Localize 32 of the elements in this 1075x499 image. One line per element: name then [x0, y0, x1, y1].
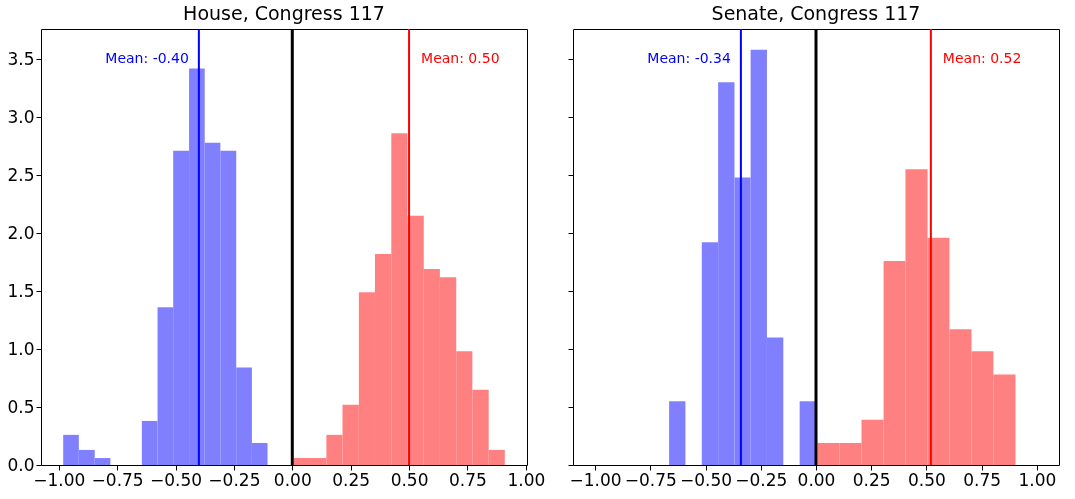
y-tick-label: 1.0 [7, 338, 35, 359]
y-tick-label: 2.5 [7, 164, 35, 185]
x-tick-label: −1.00 [33, 469, 86, 490]
x-tick-label: −0.50 [149, 469, 203, 490]
x-tick-label: 0.25 [852, 469, 891, 490]
x-tick-label: −0.50 [679, 469, 733, 490]
y-tick-label: 0.5 [7, 396, 35, 417]
x-tick-label: 0.50 [390, 469, 429, 490]
x-tick-label: 0.50 [908, 469, 946, 490]
y-tick-label: 1.5 [7, 280, 35, 301]
x-tick-label: −0.25 [735, 469, 788, 490]
x-tick-label: −0.75 [624, 469, 677, 490]
x-tick-label: 1.00 [1018, 469, 1057, 490]
ref-line-label: Mean: -0.40 [105, 50, 189, 66]
y-tick-label: 0.0 [7, 454, 35, 475]
x-tick-label: 1.00 [507, 469, 546, 490]
y-tick-label: 3.0 [7, 106, 35, 127]
x-tick-label: 0.25 [332, 469, 371, 490]
chart-title: House, Congress 117 [183, 1, 385, 24]
x-tick-label: −0.75 [91, 469, 144, 490]
y-tick-label: 2.0 [7, 222, 35, 243]
ref-line-label: Mean: 0.52 [942, 50, 1022, 66]
x-tick-label: −1.00 [569, 469, 622, 490]
x-tick-label: 0.00 [273, 469, 312, 490]
x-tick-label: −0.25 [208, 469, 261, 490]
chart-title: Senate, Congress 117 [711, 1, 921, 24]
y-tick-label: 3.5 [7, 48, 35, 69]
ref-line-label: Mean: -0.34 [647, 50, 731, 66]
ref-line-label: Mean: 0.50 [421, 50, 500, 66]
x-tick-label: 0.75 [963, 469, 1002, 490]
x-tick-label: 0.00 [797, 469, 836, 490]
x-tick-label: 0.75 [449, 469, 487, 490]
